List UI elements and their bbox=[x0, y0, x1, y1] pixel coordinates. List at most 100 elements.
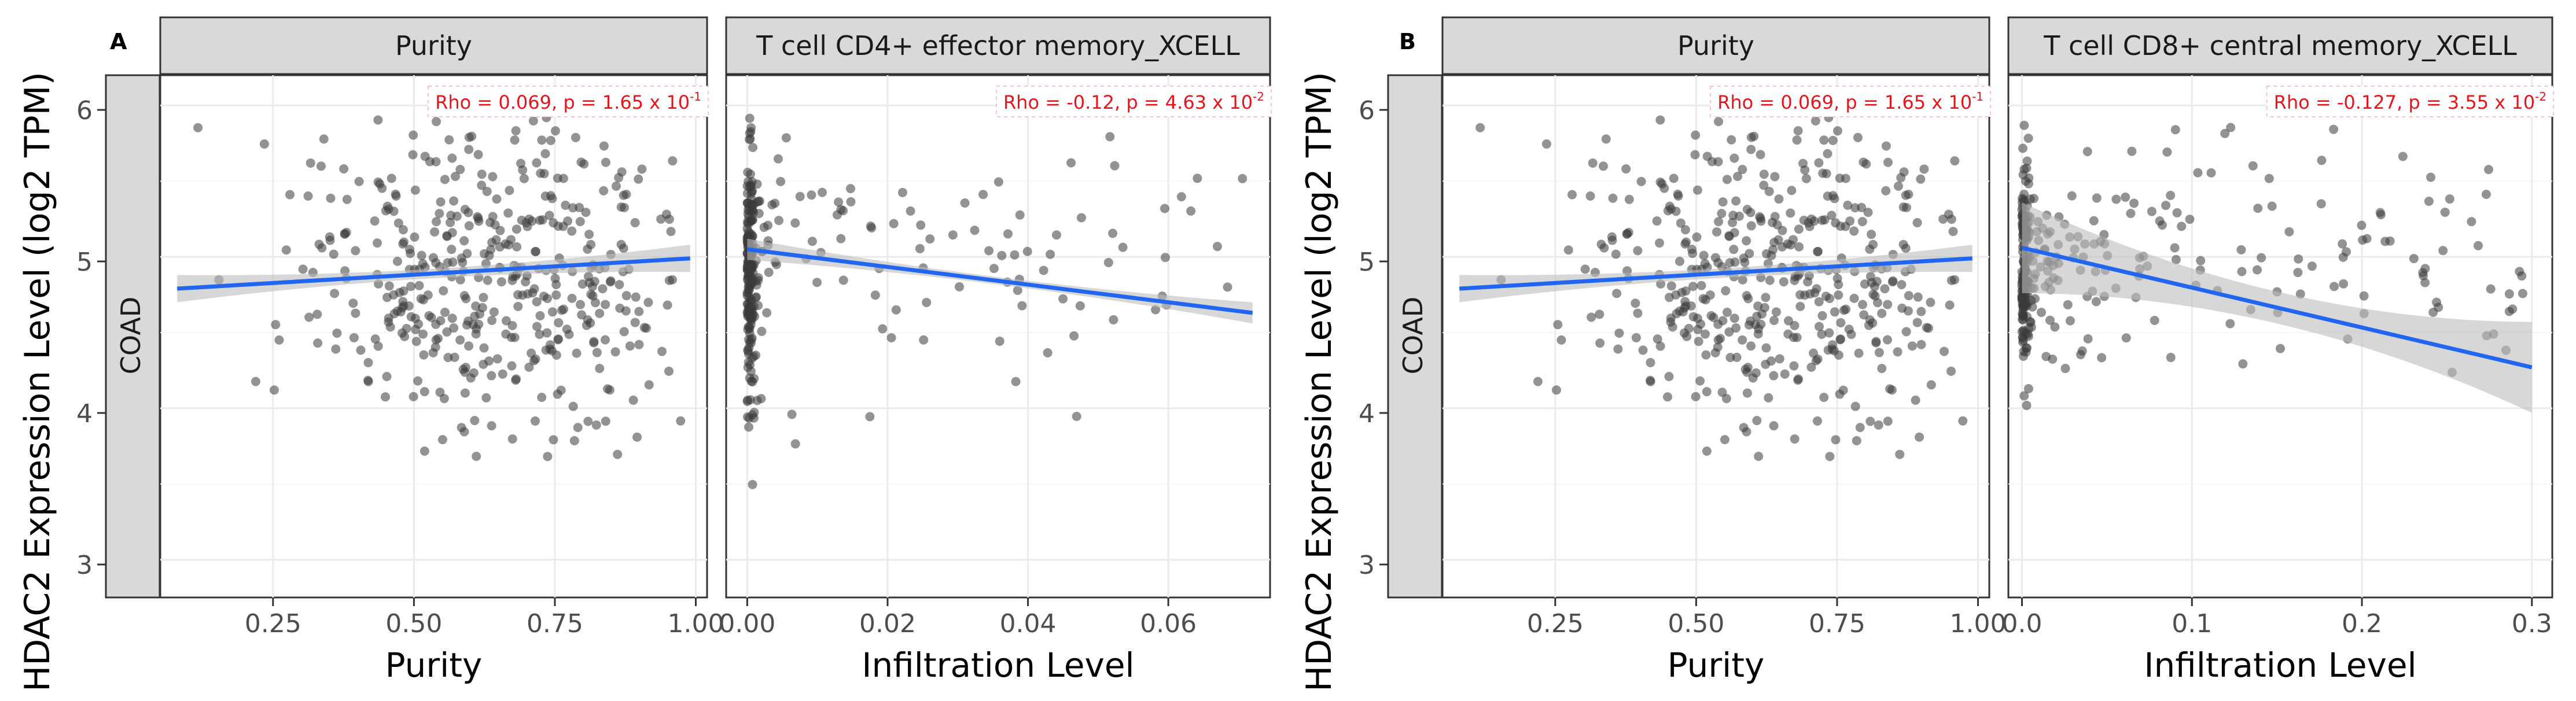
y-ticks-a: 3 4 5 6 bbox=[76, 96, 106, 580]
x-tick-label: 0.00 bbox=[719, 609, 775, 639]
data-point bbox=[1607, 235, 1617, 245]
data-point bbox=[428, 348, 438, 357]
data-point bbox=[331, 344, 341, 354]
data-point bbox=[1835, 174, 1845, 183]
data-point bbox=[505, 186, 514, 195]
data-point bbox=[491, 235, 501, 245]
facet-cd4-effector-memory: T cell CD4+ effector memory_XCELL Rho = … bbox=[719, 16, 1272, 685]
data-point bbox=[2474, 241, 2483, 250]
data-point bbox=[568, 401, 578, 411]
data-point bbox=[479, 293, 488, 302]
data-point bbox=[1760, 302, 1769, 312]
x-tick-label: 0.0 bbox=[2002, 609, 2043, 639]
data-point bbox=[1916, 307, 1926, 316]
data-point bbox=[459, 427, 469, 437]
data-point bbox=[1613, 344, 1623, 354]
data-point bbox=[1843, 200, 1853, 210]
data-point bbox=[1926, 380, 1936, 390]
panel-a: A HDAC2 Expression Level (log2 TPM) COAD… bbox=[17, 16, 1272, 692]
data-point bbox=[2166, 190, 2176, 200]
data-point bbox=[373, 341, 383, 351]
data-point bbox=[1728, 211, 1738, 220]
data-point bbox=[889, 219, 899, 228]
data-point bbox=[1681, 237, 1691, 247]
data-point bbox=[1867, 230, 1876, 239]
data-point bbox=[431, 157, 441, 167]
data-point bbox=[455, 164, 465, 174]
data-point bbox=[1769, 371, 1779, 381]
data-point bbox=[410, 313, 420, 323]
data-point bbox=[2264, 174, 2274, 183]
data-point bbox=[1567, 190, 1577, 200]
data-point bbox=[591, 420, 601, 430]
data-point bbox=[641, 323, 651, 333]
x-ticks: 0.00 0.02 0.04 0.06 bbox=[719, 597, 1197, 639]
data-point bbox=[1176, 192, 1186, 202]
data-point bbox=[2445, 194, 2454, 204]
row-strip-b bbox=[1387, 74, 1443, 599]
plot-area bbox=[725, 74, 1271, 599]
data-point bbox=[1958, 416, 1968, 426]
data-point bbox=[524, 214, 534, 224]
data-point bbox=[1595, 338, 1605, 348]
data-point bbox=[744, 422, 754, 432]
data-point bbox=[628, 395, 638, 405]
y-tick-label: 3 bbox=[1359, 551, 1375, 580]
data-point bbox=[437, 435, 447, 445]
data-point bbox=[2226, 123, 2236, 132]
data-point bbox=[919, 335, 929, 345]
data-point bbox=[546, 191, 555, 201]
data-point bbox=[1761, 343, 1771, 353]
data-point bbox=[1811, 356, 1821, 366]
data-point bbox=[398, 225, 408, 235]
data-point bbox=[2166, 353, 2176, 363]
data-point bbox=[2023, 179, 2033, 189]
data-point bbox=[1746, 341, 1756, 351]
panel-label-b: B bbox=[1399, 29, 1416, 54]
data-point bbox=[595, 364, 605, 374]
data-point bbox=[1773, 235, 1783, 245]
data-point bbox=[611, 181, 621, 191]
data-point bbox=[577, 279, 587, 289]
data-point bbox=[1824, 328, 1834, 338]
data-point bbox=[745, 313, 755, 323]
data-point bbox=[535, 329, 544, 339]
data-point bbox=[1738, 275, 1747, 285]
data-point bbox=[1551, 385, 1561, 395]
data-point bbox=[1775, 354, 1784, 364]
data-point bbox=[393, 218, 403, 228]
data-point bbox=[746, 123, 756, 132]
data-point bbox=[1729, 313, 1739, 323]
data-point bbox=[865, 412, 875, 422]
data-point bbox=[528, 116, 538, 126]
data-point bbox=[1903, 306, 1913, 316]
data-point bbox=[754, 209, 764, 219]
data-point bbox=[897, 187, 907, 197]
y-tick-label: 4 bbox=[1359, 399, 1375, 429]
data-point bbox=[742, 299, 752, 309]
data-point bbox=[2252, 265, 2262, 275]
data-point bbox=[306, 158, 315, 168]
x-tick-label: 0.06 bbox=[1140, 609, 1197, 639]
data-point bbox=[870, 290, 880, 300]
data-point bbox=[922, 297, 932, 307]
data-point bbox=[1946, 366, 1956, 376]
annotation-exponent: -1 bbox=[1972, 90, 1983, 104]
data-point bbox=[549, 435, 558, 445]
data-point bbox=[1738, 164, 1747, 174]
data-point bbox=[2358, 235, 2368, 245]
data-point bbox=[348, 298, 358, 308]
data-point bbox=[2019, 391, 2029, 401]
data-point bbox=[644, 380, 654, 390]
data-point bbox=[1800, 290, 1810, 300]
data-point bbox=[511, 374, 521, 384]
data-point bbox=[2339, 279, 2349, 289]
data-point bbox=[1633, 308, 1643, 318]
data-point bbox=[1798, 158, 1808, 168]
data-point bbox=[2023, 383, 2033, 393]
data-point bbox=[836, 234, 846, 243]
data-point bbox=[2467, 217, 2476, 227]
data-point bbox=[592, 348, 602, 357]
data-point bbox=[1821, 169, 1831, 179]
data-point bbox=[748, 143, 758, 153]
